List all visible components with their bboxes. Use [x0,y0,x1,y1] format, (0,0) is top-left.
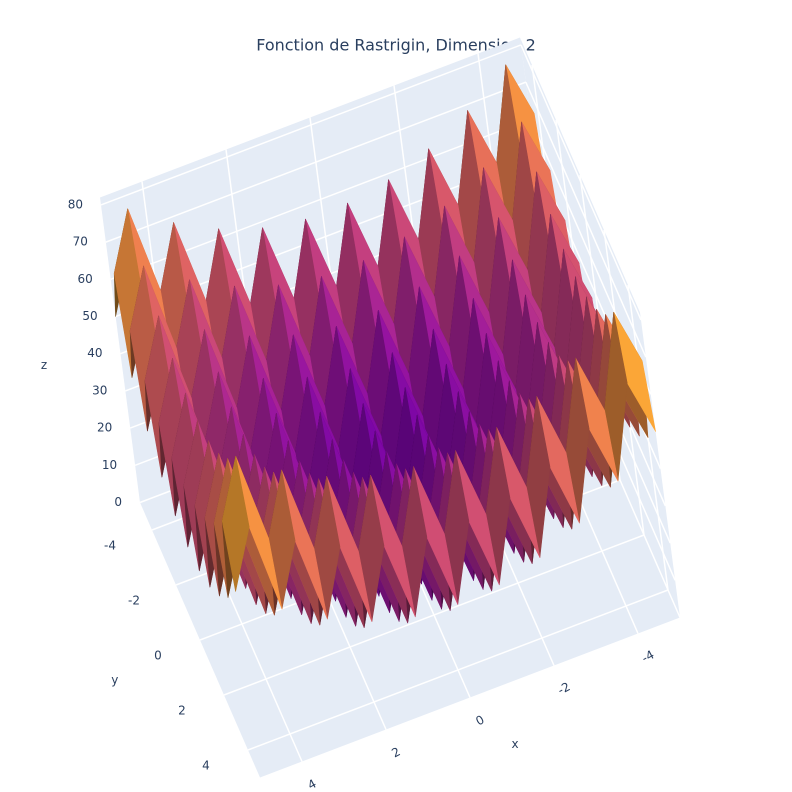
grid-line [105,81,527,243]
grid-line [520,44,642,321]
grid-line [100,44,522,206]
grid-line [525,81,647,358]
y-tick-label: -4 [104,539,116,553]
y-tick-label: -2 [128,594,140,608]
x-tick-label: 4 [305,776,318,792]
z-tick-label: 40 [87,346,102,360]
z-tick-label: 20 [97,421,112,435]
z-tick-label: 0 [114,495,122,509]
x-tick-label: -4 [639,647,656,665]
grid-line [223,534,645,696]
z-tick-label: 70 [73,235,88,249]
z-tick-label: 30 [92,383,107,397]
x-tick-label: -2 [555,679,572,697]
y-axis-title: y [111,673,118,687]
z-axis-title: z [41,358,47,372]
z-tick-label: 60 [77,272,92,286]
y-tick-label: 4 [202,759,210,773]
y-tick-label: 0 [154,649,162,663]
x-axis-title: x [511,737,518,751]
grid-line [247,589,669,751]
x-tick-label: 0 [473,712,486,728]
y-tick-label: 2 [178,704,186,718]
surface-patch [221,455,250,592]
x-tick-label: 2 [389,744,402,760]
z-tick-label: 80 [68,197,83,211]
z-tick-label: 50 [82,309,97,323]
surface [113,64,656,628]
z-tick-label: 10 [102,458,117,472]
chart-title: Fonction de Rastrigin, Dimension 2 [256,36,536,55]
